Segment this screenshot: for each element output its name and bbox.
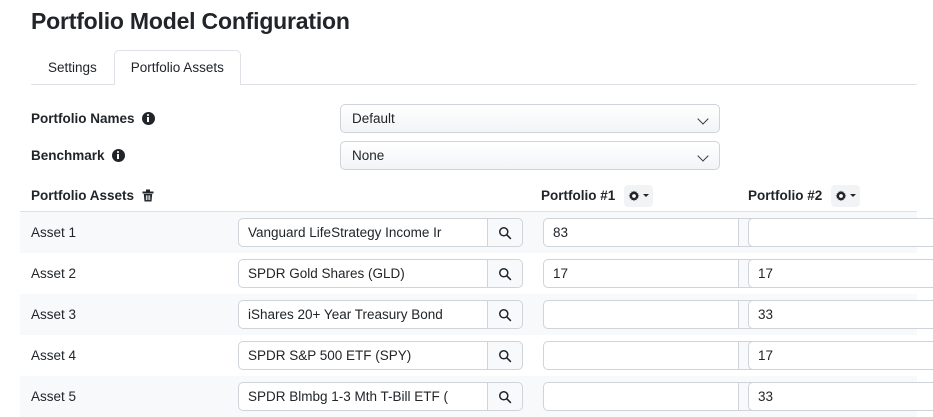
benchmark-select-value: None <box>352 148 385 163</box>
portfolio-assets-header-text: Portfolio Assets <box>31 188 135 203</box>
portfolio-names-select[interactable]: Default <box>340 104 720 133</box>
page-title: Portfolio Model Configuration <box>31 8 350 34</box>
portfolio-2-label: Portfolio #2 <box>748 188 823 203</box>
portfolio-names-row: Portfolio Names Default <box>0 100 933 136</box>
caret-down-icon <box>643 194 650 197</box>
portfolio-names-label: Portfolio Names <box>31 100 155 136</box>
tab-portfolio-assets-label: Portfolio Assets <box>130 60 224 76</box>
info-circle-icon[interactable] <box>141 111 155 125</box>
portfolio-1-allocation-group: % <box>543 341 770 370</box>
tab-bar: Settings Portfolio Assets <box>31 50 917 85</box>
info-circle-icon[interactable] <box>111 148 125 162</box>
table-row-asset-3: Asset 3 % % <box>20 294 933 335</box>
search-icon <box>499 226 512 239</box>
tab-settings[interactable]: Settings <box>31 50 114 84</box>
portfolio-names-select-value: Default <box>352 111 395 126</box>
portfolio-1-column-header: Portfolio #1 <box>541 180 654 211</box>
search-icon <box>499 308 512 321</box>
portfolio-1-allocation-group: % <box>543 259 770 288</box>
portfolio-1-label: Portfolio #1 <box>541 188 616 203</box>
assets-table-header: Portfolio Assets Portfolio #1 <box>0 180 933 211</box>
chevron-down-icon <box>699 115 708 124</box>
asset-ticker-input[interactable] <box>238 259 487 288</box>
benchmark-label: Benchmark <box>31 137 125 173</box>
asset-row-label: Asset 2 <box>31 266 77 281</box>
portfolio-1-allocation-input[interactable] <box>543 382 738 411</box>
portfolio-names-label-text: Portfolio Names <box>31 110 135 126</box>
portfolio-2-settings-button[interactable] <box>831 184 861 207</box>
benchmark-label-text: Benchmark <box>31 147 105 163</box>
asset-ticker-input[interactable] <box>238 218 487 247</box>
asset-ticker-input[interactable] <box>238 382 487 411</box>
table-row-asset-4: Asset 4 % % <box>20 335 933 376</box>
asset-search-button[interactable] <box>487 259 523 288</box>
portfolio-2-allocation-input[interactable] <box>748 382 933 411</box>
benchmark-row: Benchmark None <box>0 137 933 173</box>
portfolio-2-allocation-group: % <box>748 259 933 288</box>
portfolio-2-allocation-input[interactable] <box>748 218 933 247</box>
chevron-down-icon <box>699 152 708 161</box>
table-header-separator <box>20 211 917 212</box>
asset-ticker-group <box>238 382 523 411</box>
portfolio-2-column-header: Portfolio #2 <box>748 180 861 211</box>
portfolio-2-allocation-group: % <box>748 341 933 370</box>
asset-ticker-group <box>238 341 523 370</box>
asset-row-label: Asset 4 <box>31 348 77 363</box>
search-icon <box>499 390 512 403</box>
portfolio-1-settings-button[interactable] <box>624 184 654 207</box>
asset-ticker-group <box>238 300 523 329</box>
asset-ticker-input[interactable] <box>238 300 487 329</box>
gear-icon <box>835 189 847 201</box>
tab-settings-label: Settings <box>48 59 97 75</box>
search-icon <box>499 267 512 280</box>
portfolio-2-allocation-input[interactable] <box>748 259 933 288</box>
portfolio-1-allocation-input[interactable] <box>543 300 738 329</box>
portfolio-2-allocation-input[interactable] <box>748 341 933 370</box>
asset-ticker-group <box>238 218 523 247</box>
asset-ticker-group <box>238 259 523 288</box>
asset-ticker-input[interactable] <box>238 341 487 370</box>
asset-search-button[interactable] <box>487 341 523 370</box>
trash-icon[interactable] <box>142 189 154 202</box>
portfolio-1-allocation-input[interactable] <box>543 341 738 370</box>
portfolio-2-allocation-input[interactable] <box>748 300 933 329</box>
portfolio-1-allocation-group: % <box>543 382 770 411</box>
asset-row-label: Asset 5 <box>31 389 77 404</box>
portfolio-2-allocation-group: % <box>748 382 933 411</box>
caret-down-icon <box>850 194 857 197</box>
asset-search-button[interactable] <box>487 382 523 411</box>
asset-row-label: Asset 1 <box>31 225 77 240</box>
portfolio-2-allocation-group: % <box>748 300 933 329</box>
asset-search-button[interactable] <box>487 300 523 329</box>
gear-icon <box>628 189 640 201</box>
search-icon <box>499 349 512 362</box>
portfolio-assets-header-label: Portfolio Assets <box>31 180 154 211</box>
portfolio-1-allocation-input[interactable] <box>543 259 738 288</box>
table-row-asset-1: Asset 1 % % <box>20 212 933 253</box>
asset-search-button[interactable] <box>487 218 523 247</box>
portfolio-1-allocation-group: % <box>543 300 770 329</box>
table-row-asset-5: Asset 5 % % <box>20 376 933 417</box>
tab-portfolio-assets[interactable]: Portfolio Assets <box>113 50 241 85</box>
asset-row-label: Asset 3 <box>31 307 77 322</box>
table-row-asset-2: Asset 2 % % <box>20 253 933 294</box>
portfolio-1-allocation-group: % <box>543 218 770 247</box>
portfolio-2-allocation-group: % <box>748 218 933 247</box>
portfolio-1-allocation-input[interactable] <box>543 218 738 247</box>
benchmark-select[interactable]: None <box>340 141 720 170</box>
